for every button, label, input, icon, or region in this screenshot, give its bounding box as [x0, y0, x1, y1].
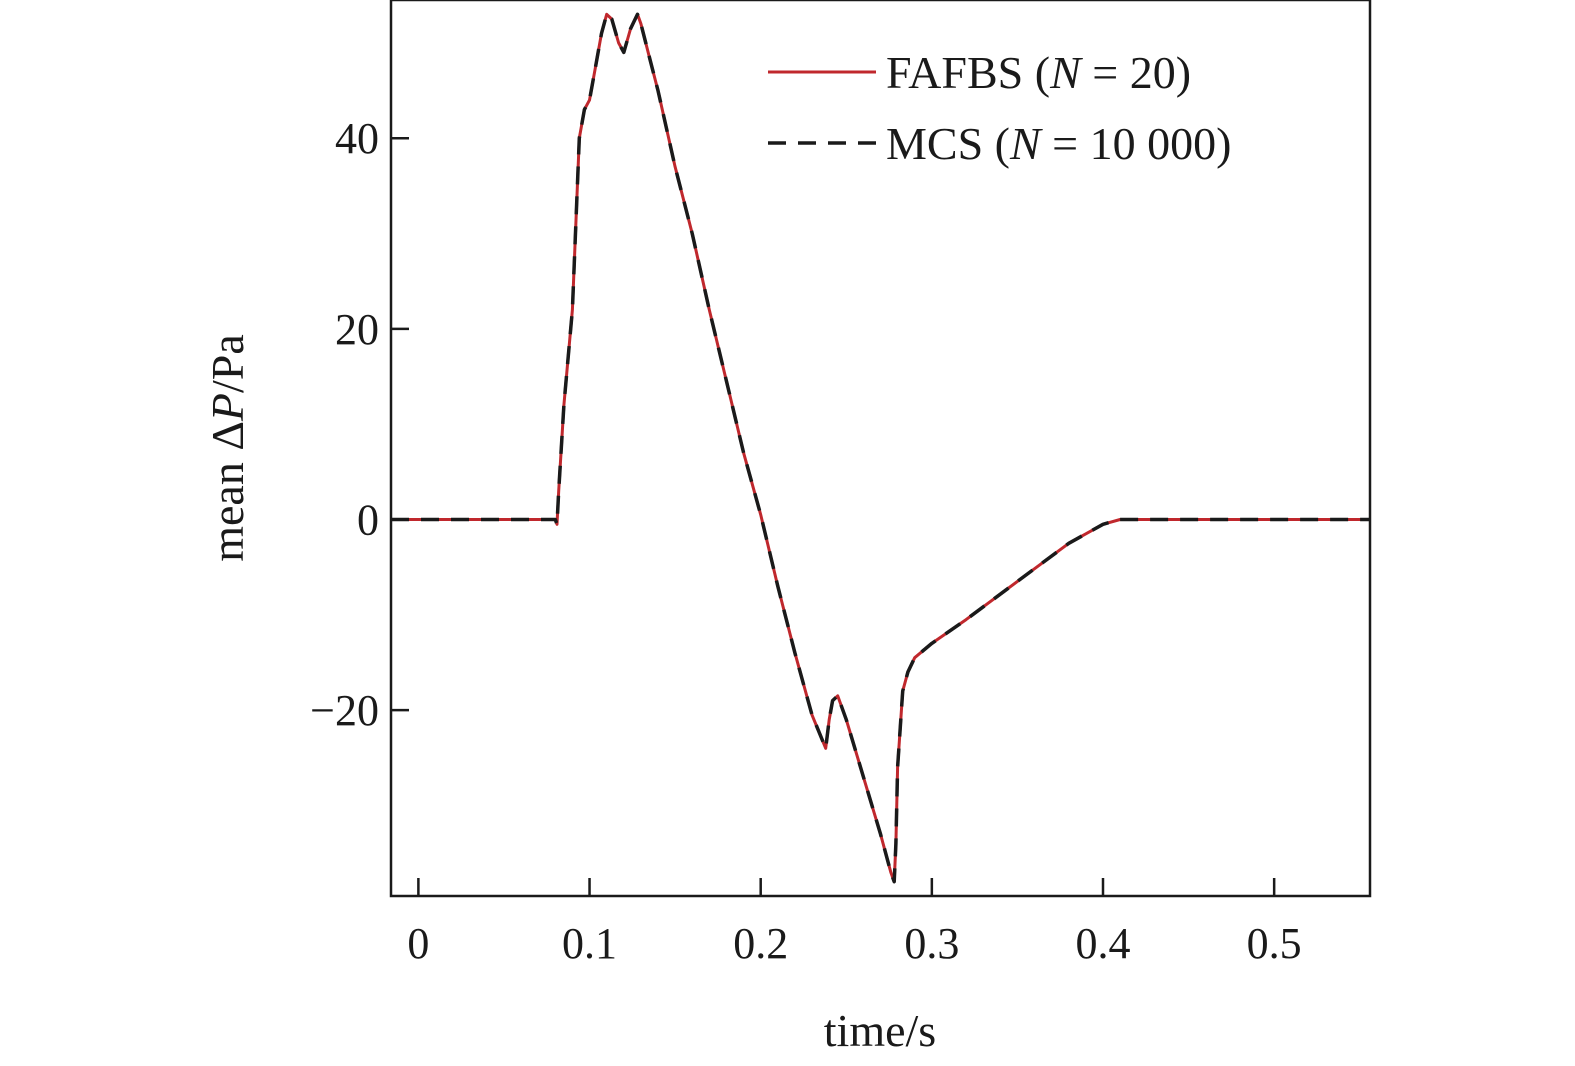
y-tick-label: 40 — [335, 114, 379, 163]
legend: FAFBS (N = 20) MCS (N = 10 000) — [768, 47, 1231, 169]
x-tick-label: 0.4 — [1076, 919, 1131, 968]
x-tick-label: 0.5 — [1247, 919, 1302, 968]
x-tick-label: 0.2 — [733, 919, 788, 968]
x-tick-label: 0.3 — [904, 919, 959, 968]
legend-label-fafbs: FAFBS (N = 20) — [886, 47, 1191, 98]
y-tick-label: 0 — [357, 495, 379, 544]
plot-area — [391, 12, 1370, 884]
y-tick-label: −20 — [310, 686, 379, 735]
x-tick-label: 0.1 — [562, 919, 617, 968]
y-axis-ticks: 40 20 0 −20 — [310, 114, 409, 735]
x-axis-label: time/s — [824, 1005, 936, 1056]
x-tick-label: 0 — [407, 919, 429, 968]
y-tick-label: 20 — [335, 305, 379, 354]
plot-frame — [389, 0, 1372, 898]
x-axis-ticks: 0 0.1 0.2 0.3 0.4 0.5 — [407, 878, 1302, 968]
y-axis-label: mean ΔP/Pa — [202, 334, 253, 562]
legend-label-mcs: MCS (N = 10 000) — [886, 118, 1231, 169]
series-line-fafbs — [391, 12, 1370, 884]
